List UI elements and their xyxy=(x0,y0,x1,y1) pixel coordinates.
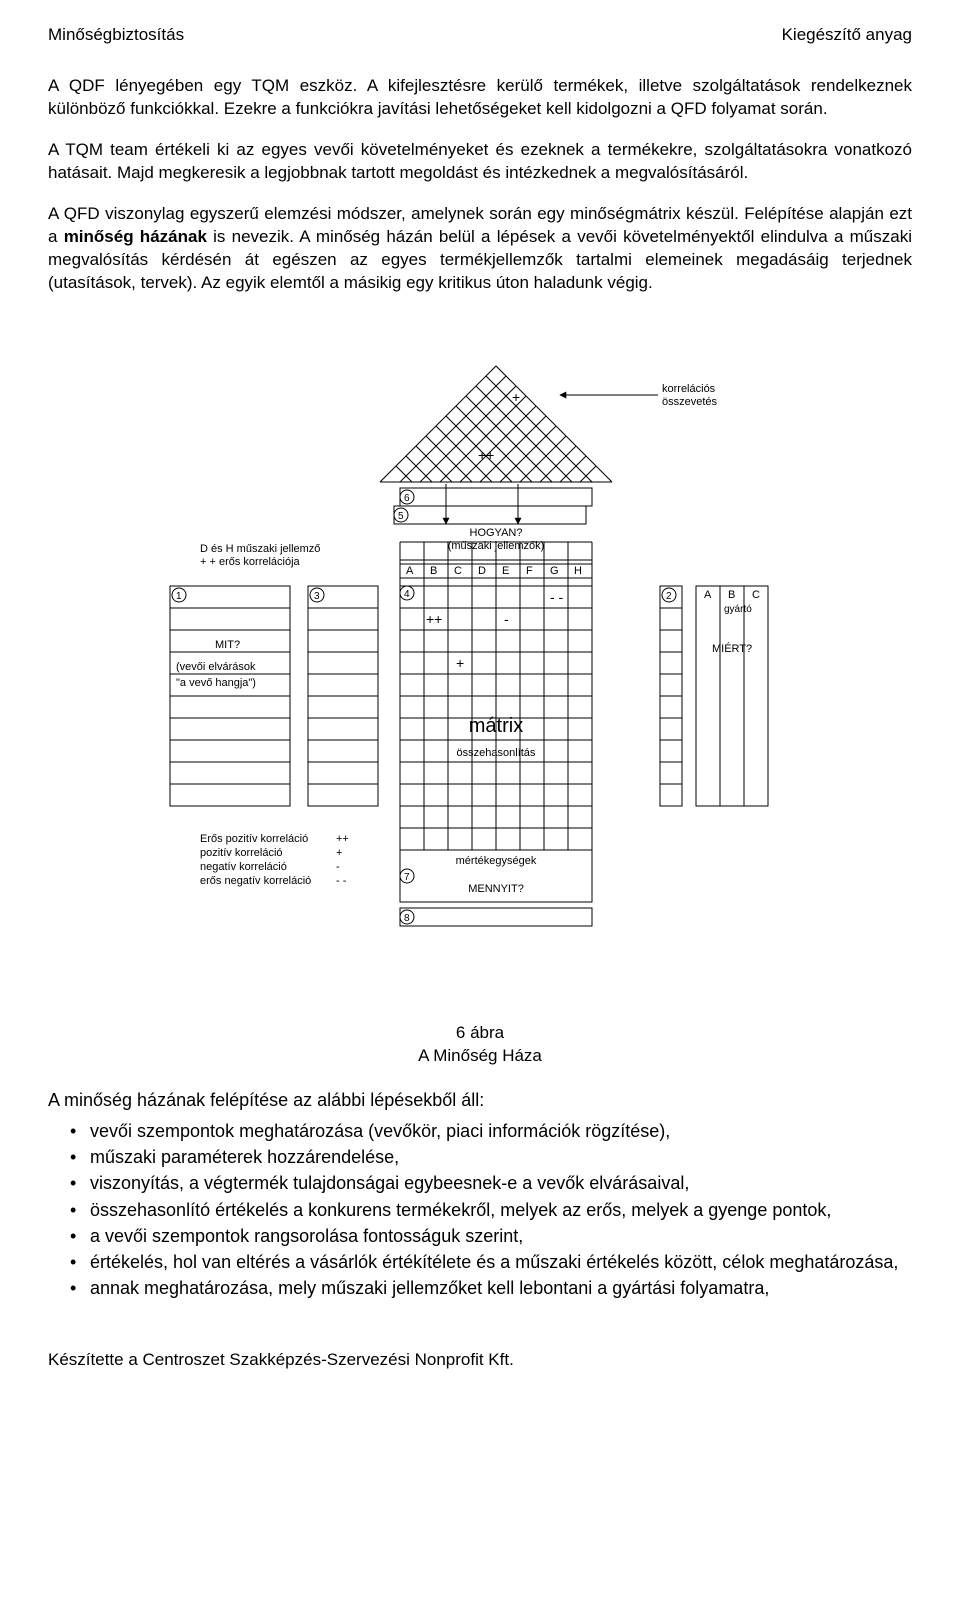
list-item: annak meghatározása, mely műszaki jellem… xyxy=(70,1276,912,1300)
circled-5: 5 xyxy=(398,511,404,522)
svg-text:Erős pozitív korreláció: Erős pozitív korreláció xyxy=(200,833,308,845)
col-A: A xyxy=(406,565,414,577)
legend: Erős pozitív korreláció ++ pozitív korrel… xyxy=(200,833,349,887)
col-header-1: HOGYAN? xyxy=(470,527,523,539)
svg-text:- -: - - xyxy=(336,875,347,887)
section-intro: A minőség házának felépítése az alábbi l… xyxy=(48,1088,912,1112)
roof xyxy=(380,366,612,482)
col-C: C xyxy=(454,565,462,577)
svg-text:pozitív korreláció: pozitív korreláció xyxy=(200,847,283,859)
left-note-2: + + erős korrelációja xyxy=(200,556,301,568)
mit-sub2: "a vevő hangja") xyxy=(176,677,256,689)
col-header-2: (műszaki jellemzők) xyxy=(448,540,545,552)
list-item: műszaki paraméterek hozzárendelése, xyxy=(70,1145,912,1169)
header-right: Kiegészítő anyag xyxy=(782,24,912,47)
left-box-1 xyxy=(170,586,290,806)
col-D: D xyxy=(478,565,486,577)
right-col-A: A xyxy=(704,589,712,601)
miert-label: MIÉRT? xyxy=(712,642,752,655)
cell-minusminus: - - xyxy=(550,589,564,605)
svg-text:-: - xyxy=(336,861,340,873)
right-sub: gyártó xyxy=(724,604,752,615)
right-col-B: B xyxy=(728,589,735,601)
circled-8: 8 xyxy=(404,913,410,924)
left-box-3 xyxy=(308,586,378,806)
howmuch-label: MENNYIT? xyxy=(468,883,524,895)
circled-4: 4 xyxy=(404,589,410,600)
circled-7: 7 xyxy=(404,872,410,883)
hoq-svg: + ++ korrelációs összevetés 6 5 HOGYAN? … xyxy=(100,312,860,992)
header-left: Minőségbiztosítás xyxy=(48,24,184,47)
mit-sub1: (vevői elvárások xyxy=(176,661,256,673)
roof-plusplus: ++ xyxy=(478,447,494,463)
svg-text:++: ++ xyxy=(336,833,349,845)
paragraph-3: A QFD viszonylag egyszerű elemzési módsz… xyxy=(48,203,912,295)
page-header: Minőségbiztosítás Kiegészítő anyag xyxy=(48,24,912,47)
roof-plus: + xyxy=(512,389,520,405)
list-item: viszonyítás, a végtermék tulajdonságai e… xyxy=(70,1171,912,1195)
col-H: H xyxy=(574,565,582,577)
left-note-1: D és H műszaki jellemző xyxy=(200,543,320,555)
corr-label-2: összevetés xyxy=(662,396,718,408)
compare-label: összehasonlítás xyxy=(457,747,536,759)
list-item: értékelés, hol van eltérés a vásárlók ér… xyxy=(70,1250,912,1274)
svg-text:negatív korreláció: negatív korreláció xyxy=(200,861,287,873)
list-item: a vevői szempontok rangsorolása fontossá… xyxy=(70,1224,912,1248)
col-F: F xyxy=(526,565,533,577)
page-footer: Készítette a Centroszet Szakképzés-Szerv… xyxy=(48,1349,912,1372)
circled-1: 1 xyxy=(176,591,182,602)
paragraph-1: A QDF lényegében egy TQM eszköz. A kifej… xyxy=(48,75,912,121)
paragraph-2: A TQM team értékeli ki az egyes vevői kö… xyxy=(48,139,912,185)
list-item: vevői szempontok meghatározása (vevőkör,… xyxy=(70,1119,912,1143)
caption-line1: 6 ábra xyxy=(48,1022,912,1045)
steps-list: vevői szempontok meghatározása (vevőkör,… xyxy=(48,1119,912,1301)
svg-text:+: + xyxy=(336,847,342,859)
col-E: E xyxy=(502,565,509,577)
figure-caption: 6 ábra A Minőség Háza xyxy=(48,1022,912,1068)
corr-label-1: korrelációs xyxy=(662,383,716,395)
units-label: mértékegységek xyxy=(456,855,537,867)
cell-minus: - xyxy=(504,611,509,627)
p3-bold: minőség házának xyxy=(64,227,207,246)
right-box xyxy=(660,586,768,806)
cell-plusplus: ++ xyxy=(426,611,442,627)
circled-2: 2 xyxy=(666,591,672,602)
cell-plus: + xyxy=(456,655,464,671)
matrix-label: mátrix xyxy=(469,715,523,737)
caption-line2: A Minőség Háza xyxy=(48,1045,912,1068)
circled-6: 6 xyxy=(404,493,410,504)
house-of-quality-diagram: + ++ korrelációs összevetés 6 5 HOGYAN? … xyxy=(48,312,912,992)
circled-3: 3 xyxy=(314,591,320,602)
svg-text:erős negatív korreláció: erős negatív korreláció xyxy=(200,875,311,887)
col-B: B xyxy=(430,565,437,577)
col-G: G xyxy=(550,565,559,577)
right-col-C: C xyxy=(752,589,760,601)
list-item: összehasonlító értékelés a konkurens ter… xyxy=(70,1198,912,1222)
mit-label: MIT? xyxy=(215,639,240,651)
